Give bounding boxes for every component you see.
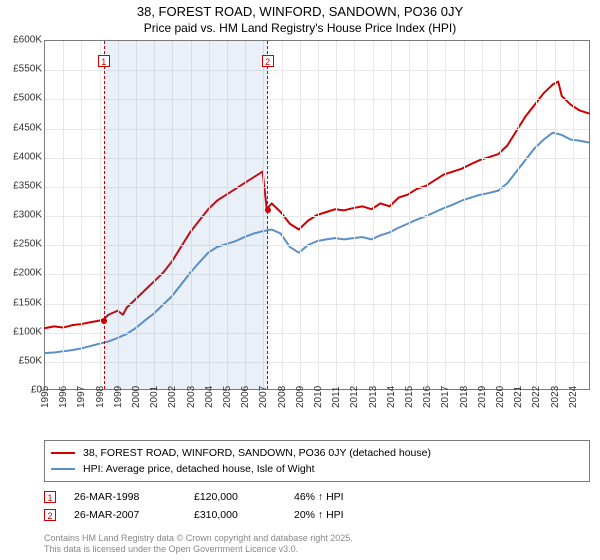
x-tick-label: 2002 — [167, 386, 178, 408]
gridline-v — [536, 41, 537, 389]
x-tick-label: 2015 — [404, 386, 415, 408]
sale-date: 26-MAR-2007 — [74, 509, 194, 521]
sale-pct: 46% ↑ HPI — [294, 491, 414, 503]
x-tick-label: 2019 — [477, 386, 488, 408]
y-tick-label: £200K — [13, 268, 42, 279]
gridline-v — [81, 41, 82, 389]
x-tick-label: 2013 — [368, 386, 379, 408]
gridline-v — [63, 41, 64, 389]
x-tick-label: 2001 — [149, 386, 160, 408]
legend-row: 38, FOREST ROAD, WINFORD, SANDOWN, PO36 … — [51, 445, 583, 461]
x-tick-label: 1998 — [95, 386, 106, 408]
x-tick-label: 2005 — [222, 386, 233, 408]
x-tick-label: 2006 — [240, 386, 251, 408]
y-axis: £0£50K£100K£150K£200K£250K£300K£350K£400… — [0, 40, 44, 410]
x-tick-label: 2012 — [349, 386, 360, 408]
sale-marker-1: 1 — [98, 55, 110, 67]
x-tick-label: 2007 — [258, 386, 269, 408]
legend-box: 38, FOREST ROAD, WINFORD, SANDOWN, PO36 … — [44, 440, 590, 482]
gridline-v — [409, 41, 410, 389]
ownership-shade — [104, 41, 268, 389]
x-tick-label: 2008 — [277, 386, 288, 408]
x-tick-label: 2024 — [568, 386, 579, 408]
y-tick-label: £50K — [19, 355, 42, 366]
sale-price: £310,000 — [194, 509, 294, 521]
y-tick-label: £350K — [13, 180, 42, 191]
attribution-line2: This data is licensed under the Open Gov… — [44, 544, 353, 556]
gridline-v — [391, 41, 392, 389]
x-tick-label: 2014 — [386, 386, 397, 408]
gridline-v — [300, 41, 301, 389]
gridline-v — [427, 41, 428, 389]
sale-row: 1 26-MAR-1998£120,00046% ↑ HPI — [44, 488, 590, 506]
y-tick-label: £100K — [13, 326, 42, 337]
sale-dot-2 — [265, 207, 271, 213]
sale-pct: 20% ↑ HPI — [294, 509, 414, 521]
gridline-v — [573, 41, 574, 389]
gridline-v — [500, 41, 501, 389]
legend-row: HPI: Average price, detached house, Isle… — [51, 461, 583, 477]
sale-marker-2: 2 — [262, 55, 274, 67]
y-tick-label: £500K — [13, 93, 42, 104]
gridline-v — [373, 41, 374, 389]
x-tick-label: 1997 — [76, 386, 87, 408]
x-tick-label: 1995 — [40, 386, 51, 408]
legend-label: HPI: Average price, detached house, Isle… — [83, 463, 315, 475]
sale-dot-1 — [101, 318, 107, 324]
chart-container: 38, FOREST ROAD, WINFORD, SANDOWN, PO36 … — [0, 0, 600, 560]
y-tick-label: £450K — [13, 122, 42, 133]
x-tick-label: 2011 — [331, 386, 342, 408]
x-tick-label: 2021 — [513, 386, 524, 408]
y-tick-label: £400K — [13, 151, 42, 162]
gridline-v — [336, 41, 337, 389]
sale-price: £120,000 — [194, 491, 294, 503]
gridline-v — [354, 41, 355, 389]
chart-area: £0£50K£100K£150K£200K£250K£300K£350K£400… — [0, 40, 600, 410]
y-tick-label: £300K — [13, 210, 42, 221]
x-tick-label: 1999 — [113, 386, 124, 408]
y-tick-label: £250K — [13, 239, 42, 250]
x-tick-label: 1996 — [58, 386, 69, 408]
x-tick-label: 2018 — [459, 386, 470, 408]
title-block: 38, FOREST ROAD, WINFORD, SANDOWN, PO36 … — [0, 0, 600, 35]
y-tick-label: £600K — [13, 35, 42, 46]
x-tick-label: 2017 — [440, 386, 451, 408]
gridline-v — [318, 41, 319, 389]
sale-num-box: 2 — [44, 509, 56, 521]
x-tick-label: 2004 — [204, 386, 215, 408]
x-tick-label: 2023 — [550, 386, 561, 408]
legend-label: 38, FOREST ROAD, WINFORD, SANDOWN, PO36 … — [83, 447, 431, 459]
x-tick-label: 2003 — [186, 386, 197, 408]
gridline-v — [482, 41, 483, 389]
gridline-v — [445, 41, 446, 389]
y-tick-label: £150K — [13, 297, 42, 308]
title-line2: Price paid vs. HM Land Registry's House … — [0, 21, 600, 35]
attribution: Contains HM Land Registry data © Crown c… — [44, 533, 353, 556]
gridline-v — [555, 41, 556, 389]
sales-list: 1 26-MAR-1998£120,00046% ↑ HPI 2 26-MAR-200… — [44, 488, 590, 524]
sale-date: 26-MAR-1998 — [74, 491, 194, 503]
legend-swatch — [51, 452, 75, 454]
legend-swatch — [51, 468, 75, 470]
gridline-v — [282, 41, 283, 389]
x-tick-label: 2010 — [313, 386, 324, 408]
attribution-line1: Contains HM Land Registry data © Crown c… — [44, 533, 353, 545]
sale-row: 2 26-MAR-2007£310,00020% ↑ HPI — [44, 506, 590, 524]
x-tick-label: 2000 — [131, 386, 142, 408]
y-tick-label: £550K — [13, 64, 42, 75]
gridline-v — [100, 41, 101, 389]
x-tick-label: 2009 — [295, 386, 306, 408]
title-line1: 38, FOREST ROAD, WINFORD, SANDOWN, PO36 … — [0, 4, 600, 19]
gridline-v — [518, 41, 519, 389]
plot-area: 12 — [44, 40, 590, 390]
x-tick-label: 2022 — [531, 386, 542, 408]
legend-area: 38, FOREST ROAD, WINFORD, SANDOWN, PO36 … — [44, 440, 590, 524]
gridline-v — [464, 41, 465, 389]
x-axis: 1995199619971998199920002001200220032004… — [44, 390, 590, 410]
x-tick-label: 2020 — [495, 386, 506, 408]
sale-num-box: 1 — [44, 491, 56, 503]
x-tick-label: 2016 — [422, 386, 433, 408]
